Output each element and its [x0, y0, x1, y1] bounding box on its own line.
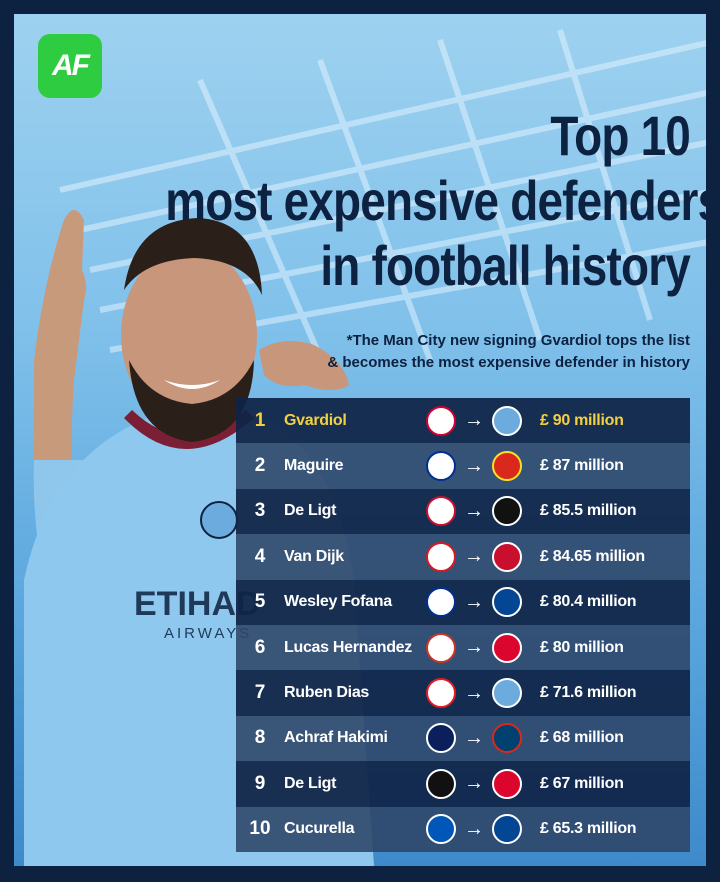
- transfer-fee: £ 71.6 million: [540, 684, 637, 702]
- ranking-row: 10 Cucurella → £ 65.3 million: [236, 806, 690, 852]
- transfer-fee: £ 67 million: [540, 774, 624, 792]
- ranking-row: 2 Maguire → £ 87 million: [236, 443, 690, 489]
- rank-number: 6: [254, 636, 266, 658]
- rank-number: 2: [254, 455, 266, 477]
- player-name: Gvardiol: [284, 411, 347, 429]
- transfer-fee: £ 80.4 million: [540, 593, 637, 611]
- headline: Top 10 most expensive defenders in footb…: [50, 104, 720, 298]
- transfer-path: →: [426, 814, 536, 845]
- benfica-crest-icon: [426, 678, 456, 709]
- ranking-row: 7 Ruben Dias → £ 71.6 million: [236, 670, 690, 716]
- player-name: De Ligt: [284, 774, 337, 792]
- brighton-crest-icon: [426, 814, 456, 845]
- transfer-fee: £ 84.65 million: [540, 547, 645, 565]
- transfer-path: →: [426, 768, 536, 799]
- ranking-row: 6 Lucas Hernandez → £ 80 million: [236, 624, 690, 671]
- transfer-fee: £ 65.3 million: [540, 820, 637, 838]
- player-name: Wesley Fofana: [284, 593, 392, 611]
- ajax-crest-icon: [426, 496, 456, 527]
- inter-crest-icon: [426, 723, 456, 754]
- arrow-right-icon: →: [464, 772, 484, 795]
- juventus-crest-icon: [426, 768, 456, 799]
- manchester-city-crest-icon: [492, 405, 522, 436]
- headline-line-2: most expensive defenders: [165, 169, 720, 232]
- transfer-path: →: [426, 541, 536, 572]
- rank-number: 9: [254, 772, 266, 794]
- arrow-right-icon: →: [464, 726, 484, 749]
- leicester-city-crest-icon: [426, 451, 456, 482]
- player-name: Cucurella: [284, 820, 355, 838]
- chelsea-crest-icon: [492, 814, 522, 845]
- chelsea-crest-icon: [492, 587, 522, 618]
- headline-line-3: in football history: [320, 234, 690, 297]
- player-name: Ruben Dias: [284, 684, 370, 702]
- brand-logo: AF: [38, 34, 102, 98]
- atletico-madrid-crest-icon: [426, 632, 456, 663]
- arrow-right-icon: →: [464, 499, 484, 522]
- footnote-line-1: *The Man City new signing Gvardiol tops …: [346, 332, 690, 349]
- transfer-path: →: [426, 405, 536, 436]
- transfer-fee: £ 80 million: [540, 638, 624, 656]
- headline-line-1: Top 10: [550, 104, 690, 167]
- rank-number: 8: [254, 727, 266, 749]
- arrow-right-icon: →: [464, 636, 484, 659]
- rank-number: 1: [254, 409, 266, 431]
- ranking-table: 1 Gvardiol → £ 90 million 2 Maguire → £ 87 mill…: [236, 398, 690, 852]
- arrow-right-icon: →: [464, 454, 484, 477]
- ranking-row: 9 De Ligt → £ 67 million: [236, 761, 690, 807]
- leicester-city-crest-icon: [426, 587, 456, 618]
- transfer-path: →: [426, 451, 536, 482]
- ranking-row: 3 De Ligt → £ 85.5 million: [236, 488, 690, 535]
- rank-number: 7: [254, 682, 266, 704]
- ranking-row: 1 Gvardiol → £ 90 million: [236, 398, 690, 444]
- rank-number: 4: [254, 545, 266, 567]
- footnote: *The Man City new signing Gvardiol tops …: [327, 330, 690, 374]
- player-name: Van Dijk: [284, 547, 344, 565]
- arrow-right-icon: →: [464, 545, 484, 568]
- bayern-munich-crest-icon: [492, 768, 522, 799]
- rank-number: 10: [249, 818, 271, 840]
- arrow-right-icon: →: [464, 590, 484, 613]
- juventus-crest-icon: [492, 496, 522, 527]
- footnote-line-2: & becomes the most expensive defender in…: [327, 354, 690, 371]
- manchester-city-crest-icon: [492, 678, 522, 709]
- rank-number: 5: [254, 591, 266, 613]
- arrow-right-icon: →: [464, 409, 484, 432]
- brand-logo-text: AF: [52, 49, 90, 82]
- transfer-path: →: [426, 678, 536, 709]
- transfer-path: →: [426, 723, 536, 754]
- southampton-crest-icon: [426, 541, 456, 572]
- transfer-path: →: [426, 632, 536, 663]
- transfer-fee: £ 68 million: [540, 729, 624, 747]
- ranking-row: 5 Wesley Fofana → £ 80.4 million: [236, 579, 690, 625]
- transfer-fee: £ 85.5 million: [540, 502, 637, 520]
- player-name: De Ligt: [284, 502, 337, 520]
- liverpool-crest-icon: [492, 541, 522, 572]
- arrow-right-icon: →: [464, 681, 484, 704]
- player-name: Lucas Hernandez: [284, 638, 412, 656]
- player-name: Maguire: [284, 457, 344, 475]
- arrow-right-icon: →: [464, 817, 484, 840]
- player-name: Achraf Hakimi: [284, 729, 388, 747]
- ranking-row: 8 Achraf Hakimi → £ 68 million: [236, 715, 690, 762]
- shirt-sponsor-sub: AIRWAYS: [164, 625, 252, 642]
- manchester-united-crest-icon: [492, 451, 522, 482]
- transfer-fee: £ 87 million: [540, 457, 624, 475]
- ranking-row: 4 Van Dijk → £ 84.65 million: [236, 534, 690, 580]
- transfer-fee: £ 90 million: [540, 411, 624, 429]
- rb-leipzig-crest-icon: [426, 405, 456, 436]
- transfer-path: →: [426, 496, 536, 527]
- psg-crest-icon: [492, 723, 522, 754]
- transfer-path: →: [426, 587, 536, 618]
- rank-number: 3: [254, 500, 266, 522]
- bayern-munich-crest-icon: [492, 632, 522, 663]
